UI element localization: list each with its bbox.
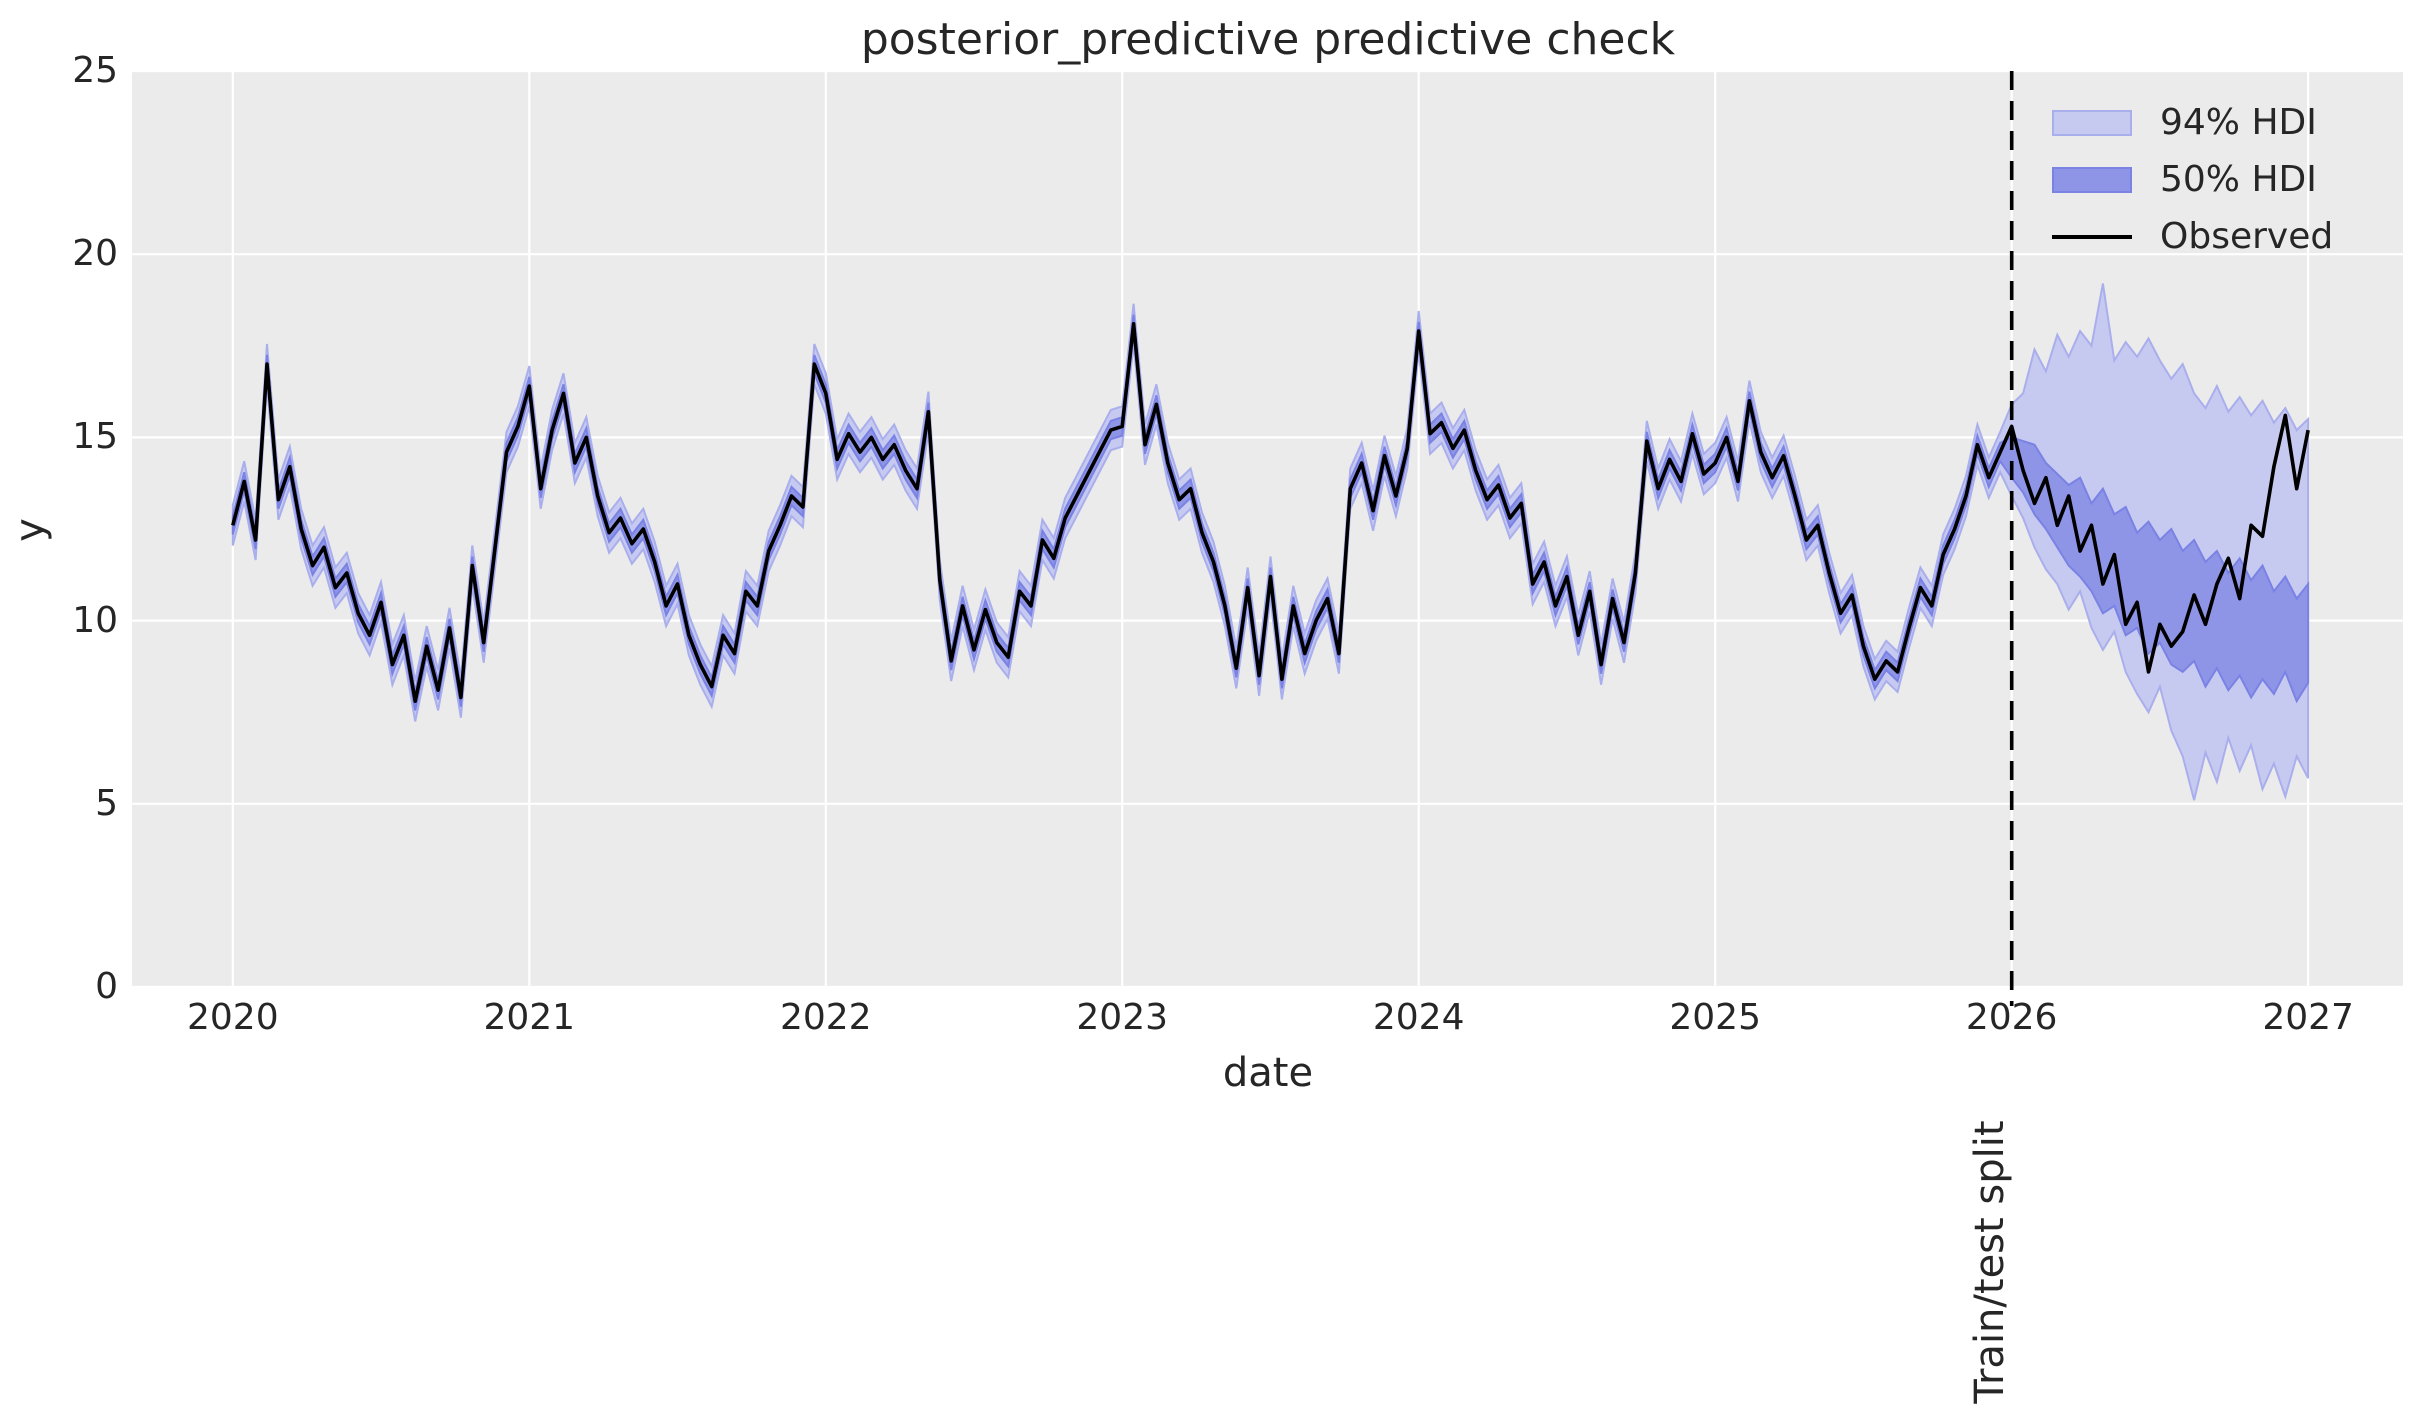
y-axis-label: y — [7, 518, 53, 542]
x-tick-label: 2024 — [1372, 997, 1465, 1038]
hdi50-swatch — [2052, 166, 2132, 193]
x-tick-label: 2022 — [779, 997, 872, 1038]
hdi94-swatch — [2052, 109, 2132, 136]
legend-item-observed: Observed — [2052, 208, 2333, 265]
x-tick-label: 2025 — [1669, 997, 1761, 1038]
y-tick-label: 5 — [95, 782, 118, 824]
legend-item-50-hdi: 50% HDI — [2052, 151, 2333, 208]
legend-label: Observed — [2160, 216, 2334, 257]
x-tick-label: 2026 — [1965, 997, 2058, 1038]
y-tick-label: 15 — [72, 416, 118, 458]
legend: 94% HDI 50% HDI Observed — [2052, 94, 2333, 265]
legend-label: 50% HDI — [2160, 159, 2317, 200]
x-axis-label: date — [1222, 1050, 1314, 1096]
y-tick-label: 10 — [72, 599, 118, 641]
x-tick-label: 2020 — [186, 997, 279, 1038]
legend-label: 94% HDI — [2160, 102, 2317, 143]
train-test-split-label: Train/test split — [1967, 1120, 2013, 1404]
x-tick-label: 2021 — [483, 997, 576, 1038]
y-tick-label: 20 — [72, 233, 118, 275]
observed-line-swatch — [2052, 234, 2132, 239]
x-tick-label: 2027 — [2262, 997, 2354, 1038]
chart-title: posterior_predictive predictive check — [860, 14, 1676, 65]
y-tick-label: 25 — [72, 50, 118, 91]
legend-item-94-hdi: 94% HDI — [2052, 94, 2333, 151]
y-tick-label: 0 — [95, 966, 118, 1007]
x-tick-label: 2023 — [1076, 997, 1169, 1038]
